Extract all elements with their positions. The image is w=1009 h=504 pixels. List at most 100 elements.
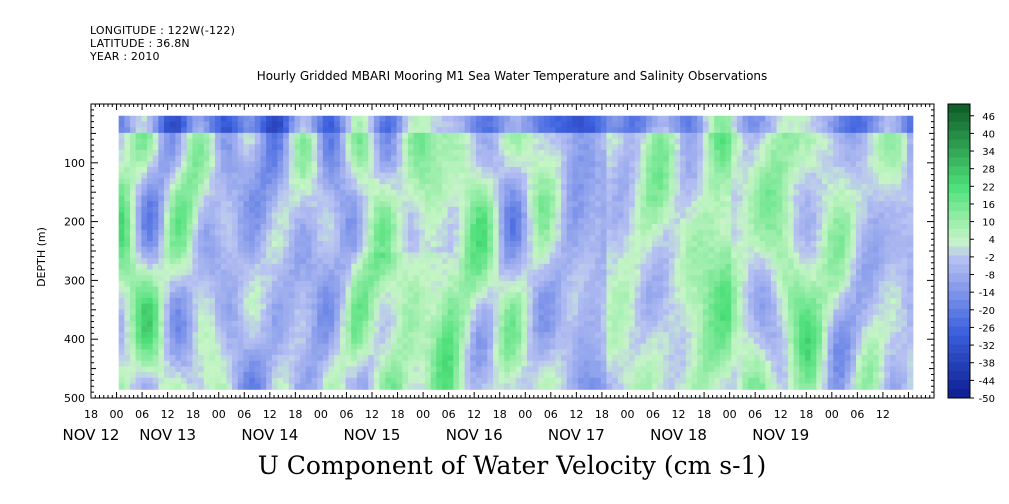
heatmap-cell	[464, 298, 471, 305]
heatmap-cell	[152, 149, 159, 157]
heatmap-cell	[441, 366, 449, 373]
heatmap-cell	[566, 309, 574, 316]
heatmap-cell	[583, 258, 591, 265]
heatmap-cell	[436, 184, 443, 191]
heatmap-cell	[595, 189, 602, 197]
heatmap-cell	[538, 115, 545, 123]
heatmap-cell	[118, 275, 125, 282]
heatmap-cell	[243, 241, 250, 248]
heatmap-cell	[623, 229, 630, 236]
heatmap-cell	[385, 280, 392, 288]
year-label: YEAR : 2010	[90, 50, 160, 63]
heatmap-cell	[498, 115, 505, 123]
heatmap-cell	[549, 115, 556, 123]
heatmap-cell	[328, 252, 335, 259]
heatmap-cell	[243, 161, 250, 168]
heatmap-cell	[475, 269, 483, 276]
heatmap-cell	[481, 195, 488, 202]
heatmap-cell	[538, 189, 545, 197]
heatmap-cell	[668, 383, 676, 390]
heatmap-cell	[515, 206, 522, 214]
heatmap-cell	[583, 138, 591, 145]
heatmap-cell	[356, 201, 364, 208]
heatmap-cell	[475, 206, 483, 214]
heatmap-cell	[147, 280, 154, 288]
heatmap-cell	[640, 121, 647, 128]
heatmap-cell	[271, 155, 279, 162]
heatmap-cell	[493, 332, 500, 339]
heatmap-cell	[538, 132, 545, 140]
heatmap-cell	[447, 337, 454, 345]
heatmap-cell	[498, 206, 505, 214]
heatmap-cell	[697, 201, 704, 208]
heatmap-cell	[407, 246, 415, 254]
heatmap-cell	[385, 275, 392, 282]
heatmap-cell	[436, 286, 443, 293]
heatmap-cell	[305, 138, 313, 145]
heatmap-cell	[634, 383, 642, 390]
heatmap-cell	[600, 127, 608, 134]
heatmap-cell	[555, 201, 562, 208]
heatmap-cell	[634, 241, 642, 248]
heatmap-cell	[413, 138, 420, 145]
heatmap-cell	[402, 212, 409, 219]
heatmap-cell	[515, 212, 522, 219]
heatmap-cell	[521, 280, 528, 288]
heatmap-cell	[674, 115, 681, 123]
heatmap-cell	[118, 155, 125, 162]
heatmap-cell	[135, 167, 142, 174]
heatmap-cell	[288, 355, 296, 362]
heatmap-cell	[532, 235, 539, 242]
heatmap-cell	[612, 298, 619, 305]
heatmap-cell	[249, 258, 256, 265]
heatmap-cell	[583, 326, 591, 333]
heatmap-cell	[555, 178, 562, 185]
heatmap-cell	[215, 332, 222, 339]
heatmap-cell	[544, 246, 551, 254]
heatmap-cell	[697, 184, 704, 191]
heatmap-cell	[339, 366, 347, 373]
heatmap-cell	[532, 298, 539, 305]
heatmap-cell	[356, 252, 364, 259]
heatmap-cell	[646, 229, 653, 236]
heatmap-cell	[532, 184, 539, 191]
heatmap-cell	[447, 223, 454, 231]
heatmap-cell	[158, 366, 165, 373]
heatmap-cell	[481, 149, 488, 157]
heatmap-cell	[527, 383, 534, 390]
heatmap-cell	[186, 315, 193, 322]
heatmap-cell	[532, 303, 539, 311]
heatmap-cell	[181, 121, 188, 128]
heatmap-cell	[646, 286, 653, 293]
heatmap-cell	[305, 343, 313, 350]
heatmap-cell	[373, 121, 381, 128]
heatmap-cell	[283, 309, 290, 316]
heatmap-cell	[147, 263, 154, 271]
heatmap-cell	[544, 269, 551, 276]
heatmap-cell	[629, 320, 636, 328]
heatmap-cell	[617, 280, 625, 288]
heatmap-cell	[634, 235, 642, 242]
heatmap-cell	[504, 303, 511, 311]
heatmap-cell	[317, 320, 324, 328]
heatmap-cell	[345, 332, 352, 339]
heatmap-cell	[175, 218, 182, 225]
heatmap-cell	[203, 332, 211, 339]
heatmap-cell	[368, 241, 375, 248]
heatmap-cell	[572, 138, 579, 145]
heatmap-cell	[419, 383, 426, 390]
heatmap-cell	[651, 258, 659, 265]
heatmap-cell	[368, 377, 375, 385]
heatmap-cell	[373, 303, 381, 311]
heatmap-cell	[209, 241, 216, 248]
heatmap-cell	[135, 320, 142, 328]
heatmap-cell	[595, 292, 602, 299]
heatmap-cell	[549, 161, 556, 168]
heatmap-cell	[464, 286, 471, 293]
heatmap-cell	[504, 372, 511, 379]
heatmap-cell	[623, 315, 630, 322]
heatmap-cell	[158, 149, 165, 157]
heatmap-cell	[623, 309, 630, 316]
heatmap-cell	[300, 298, 307, 305]
heatmap-cell	[629, 269, 636, 276]
